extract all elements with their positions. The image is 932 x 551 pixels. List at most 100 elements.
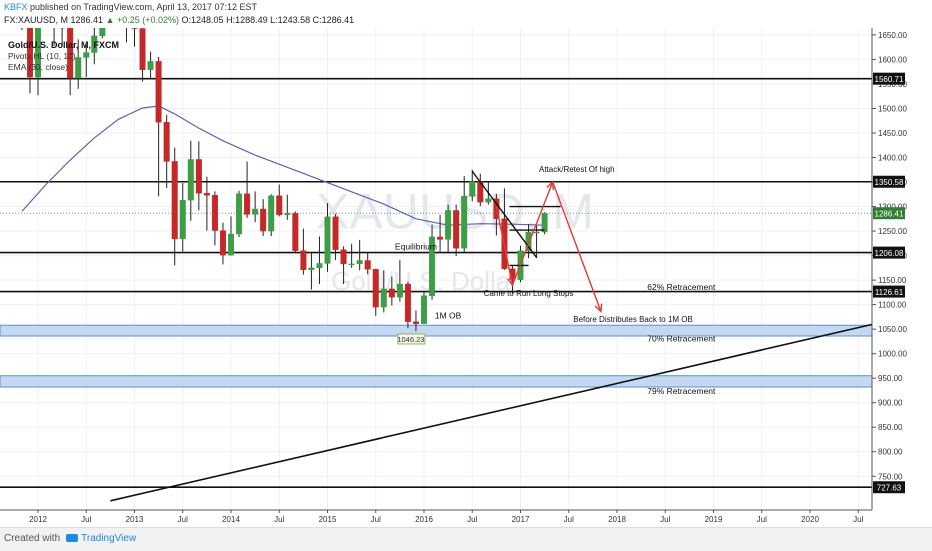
candle: [156, 57, 162, 196]
candle-body: [140, 29, 146, 70]
time-tick-label: Jul: [81, 515, 91, 524]
time-tick-label: 2016: [415, 515, 433, 524]
candle-body: [301, 251, 307, 270]
candle: [453, 205, 459, 256]
retracement-zone: [0, 376, 872, 387]
candle: [196, 141, 202, 210]
time-tick-label: Jul: [757, 515, 767, 524]
candle: [276, 184, 282, 216]
price-tick-label: 1050.00: [878, 325, 907, 334]
candle: [317, 236, 323, 284]
candle-body: [204, 193, 210, 195]
chart-annotation: 62% Retracement: [647, 282, 716, 292]
tradingview-brand[interactable]: TradingView: [81, 533, 136, 544]
candle-body: [405, 284, 411, 322]
legend-pivots: Pivots HL (10, 10): [8, 51, 76, 61]
created-with-label: Created with: [4, 533, 60, 544]
candle-body: [284, 213, 290, 214]
price-change: ▲ +0.25 (+0.02%): [106, 15, 179, 25]
candle: [67, 28, 73, 95]
legend-ema: EMA (30, close): [8, 62, 68, 72]
candle-body: [486, 199, 492, 202]
time-tick-label: Jul: [274, 515, 284, 524]
candle-body: [373, 269, 379, 307]
candle: [445, 205, 451, 253]
candle: [421, 291, 427, 323]
candle-body: [349, 264, 355, 265]
candle-body: [228, 234, 234, 255]
symbol-info: FX:XAUUSD, M 1286.41 ▲ +0.25 (+0.02%) O:…: [4, 15, 354, 25]
candle-body: [260, 209, 266, 231]
price-tick-label: 800.00: [878, 448, 903, 457]
candle: [188, 141, 194, 221]
price-tick-label: 1000.00: [878, 350, 907, 359]
candle: [164, 115, 170, 188]
candle: [220, 223, 226, 265]
time-tick-label: Jul: [660, 515, 670, 524]
candle: [172, 148, 178, 266]
candle: [100, 28, 106, 38]
time-tick-label: Jul: [564, 515, 574, 524]
pivot-low-label: 1046.23: [397, 335, 424, 344]
candle: [260, 199, 266, 236]
retracement-zone: [0, 325, 872, 336]
price-tick-label: 1250.00: [878, 227, 907, 236]
candle-body: [325, 217, 331, 264]
level-price-label: 1126.61: [875, 288, 904, 297]
candle: [268, 194, 274, 236]
legend-title: Gold/U.S. Dollar, M, FXCM: [8, 40, 119, 50]
time-tick-label: 2017: [512, 515, 530, 524]
candle-body: [236, 194, 242, 234]
ohlc-values: O:1248.05 H:1288.49 L:1243.58 C:1286.41: [182, 15, 355, 25]
candle-body: [309, 268, 315, 270]
time-tick-label: 2012: [29, 515, 47, 524]
long-trendline: [110, 316, 906, 500]
candle-body: [421, 296, 427, 324]
candle: [405, 282, 411, 329]
candle: [309, 253, 315, 289]
chart-annotation: 79% Retracement: [647, 386, 716, 396]
price-tick-label: 1450.00: [878, 129, 907, 138]
footer-bar: Created with TradingView: [0, 527, 932, 551]
candle-body: [469, 182, 475, 197]
tradingview-logo-icon: [66, 534, 78, 542]
level-price-label: 1350.58: [875, 178, 904, 187]
publisher-name[interactable]: KBFX: [4, 2, 28, 12]
time-tick-label: 2014: [222, 515, 240, 524]
chart-annotation: Before Distributes Back to 1M OB: [573, 315, 693, 324]
candle: [228, 216, 234, 255]
price-tick-label: 1400.00: [878, 154, 907, 163]
publish-info: KBFX published on TradingView.com, April…: [4, 2, 257, 12]
candle-body: [268, 196, 274, 231]
candle: [148, 52, 154, 78]
candle-body: [156, 61, 162, 122]
candle-body: [100, 28, 106, 36]
candle: [19, 28, 25, 30]
chart-annotation: Attack/Retest Of high: [539, 165, 615, 174]
candle: [284, 195, 290, 220]
candle: [236, 191, 242, 237]
time-tick-label: 2013: [126, 515, 144, 524]
candle-body: [196, 159, 202, 193]
candle: [293, 211, 299, 252]
price-tick-label: 1650.00: [878, 31, 907, 40]
candle-body: [188, 159, 194, 200]
time-tick-label: Jul: [853, 515, 863, 524]
candle-body: [220, 231, 226, 256]
price-tick-label: 1150.00: [878, 276, 907, 285]
level-price-label: 1206.08: [875, 249, 904, 258]
level-price-label: 727.63: [877, 484, 902, 493]
time-tick-label: 2019: [705, 515, 723, 524]
chart-annotation: Equilibrium: [395, 242, 437, 252]
price-tick-label: 900.00: [878, 399, 903, 408]
symbol-line: FX:XAUUSD, M 1286.41: [4, 15, 103, 25]
time-tick-label: 2018: [608, 515, 626, 524]
candle: [212, 191, 218, 245]
candle-body: [365, 260, 371, 269]
candle-body: [534, 232, 540, 233]
candle-body: [445, 210, 451, 239]
candle-body: [357, 260, 363, 263]
candle-body: [244, 194, 250, 215]
